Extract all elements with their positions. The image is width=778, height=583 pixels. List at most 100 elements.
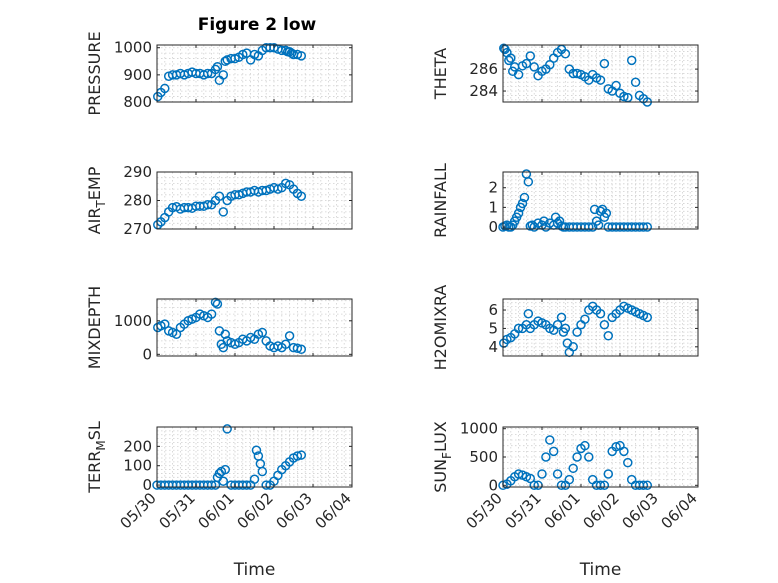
data-point — [286, 48, 297, 58]
y-tick-label: 0 — [142, 345, 152, 363]
data-point — [556, 480, 567, 491]
subplot-6: 456 H2OMIXRA — [431, 285, 699, 371]
data-point — [599, 480, 610, 491]
data-point — [572, 68, 582, 79]
data-point — [249, 474, 260, 485]
subplot-2: 284 286 THETA — [431, 43, 699, 107]
data-point — [296, 51, 307, 61]
data-point — [545, 435, 555, 445]
figure-title: Figure 2 low — [198, 15, 317, 35]
data-point — [642, 312, 653, 323]
data-point — [595, 480, 606, 491]
y-axis-label: H2OMIXRA — [431, 285, 450, 371]
axes-frame — [502, 171, 699, 230]
axes-frame — [156, 44, 353, 103]
data-point — [257, 466, 268, 477]
x-tick-label: 06/02 — [234, 489, 277, 532]
data-point — [638, 480, 649, 491]
data-point — [525, 473, 536, 484]
y-axis-label: THETA — [431, 48, 450, 100]
data-point — [292, 451, 303, 461]
x-tick-label: 06/03 — [273, 489, 316, 532]
data-point — [642, 222, 653, 232]
y-tick-label: 1 — [488, 198, 498, 216]
y-axis-label: SUNFLUX — [431, 421, 454, 493]
y-tick-label: 200 — [123, 437, 152, 455]
y-tick-label: 284 — [469, 82, 498, 100]
x-tick-label: 06/04 — [312, 489, 355, 532]
data-point — [541, 452, 551, 462]
x-tick-label: 05/30 — [117, 489, 160, 532]
x-axis-label: Time — [233, 560, 276, 580]
data-point — [523, 177, 534, 187]
data-point — [611, 80, 621, 91]
data-point — [296, 191, 307, 201]
y-tick-label: 5 — [488, 319, 498, 337]
data-point — [251, 445, 262, 455]
data-point — [595, 75, 606, 85]
y-axis-label: PRESSURE — [85, 31, 104, 115]
data-point — [504, 55, 514, 66]
data-point — [218, 207, 229, 217]
axes-frame — [156, 298, 353, 357]
y-tick-label: 290 — [123, 163, 152, 181]
data-point — [599, 58, 610, 69]
y-axis-label: RAINFALL — [431, 163, 450, 238]
data-point — [623, 457, 633, 468]
y-tick-label: 1000 — [460, 420, 498, 438]
data-point — [619, 91, 629, 102]
data-point — [218, 476, 229, 486]
subplot-3: 270 280 290 AIRTEMP — [85, 163, 353, 238]
y-tick-label: 2 — [488, 179, 498, 197]
data-point — [601, 208, 612, 219]
subplot-4: 0 12 RAINFALL — [431, 163, 699, 238]
y-tick-label: 100 — [123, 457, 152, 475]
data-point — [222, 424, 232, 434]
data-point — [220, 329, 230, 339]
y-axis-label: MIXDEPTH — [85, 286, 104, 369]
data-point — [513, 69, 524, 80]
data-point — [513, 208, 524, 219]
data-point — [630, 77, 641, 88]
y-tick-label: 1000 — [114, 39, 152, 57]
x-tick-label: 05/31 — [502, 489, 545, 532]
axes-frame — [502, 44, 699, 103]
x-tick-label: 05/31 — [156, 489, 199, 532]
data-point — [539, 216, 549, 226]
x-tick-label: 06/02 — [580, 489, 623, 532]
data-point — [556, 312, 567, 323]
data-point — [517, 198, 528, 209]
data-point — [202, 68, 213, 79]
data-point — [214, 191, 225, 201]
data-point — [218, 70, 229, 80]
data-point — [638, 222, 649, 232]
data-point — [552, 469, 563, 479]
data-point — [580, 440, 590, 451]
data-point — [212, 61, 223, 72]
data-point — [584, 222, 594, 232]
data-point — [202, 200, 213, 210]
subplot-5: 0 1000 MIXDEPTH — [85, 286, 353, 369]
data-point — [572, 327, 582, 337]
subplot-1: 800 900 1000 PRESSURE — [85, 31, 353, 116]
y-tick-label: 286 — [469, 60, 498, 78]
data-point — [619, 446, 629, 457]
y-tick-label: 800 — [123, 93, 152, 111]
data-point — [603, 469, 614, 479]
data-point — [284, 331, 295, 341]
data-point — [611, 442, 621, 452]
data-point — [580, 314, 590, 324]
data-point — [212, 299, 223, 309]
data-point — [560, 49, 571, 59]
data-point — [513, 323, 524, 334]
data-point — [584, 452, 594, 462]
x-tick-label: 06/04 — [658, 489, 701, 532]
data-point — [160, 83, 170, 94]
data-point — [519, 192, 530, 203]
data-point — [220, 464, 230, 475]
axes-frame — [502, 298, 699, 357]
x-tick-label: 05/30 — [463, 489, 506, 532]
y-tick-label: 280 — [123, 192, 152, 210]
data-point — [296, 344, 307, 355]
y-tick-label: 0 — [488, 218, 498, 236]
